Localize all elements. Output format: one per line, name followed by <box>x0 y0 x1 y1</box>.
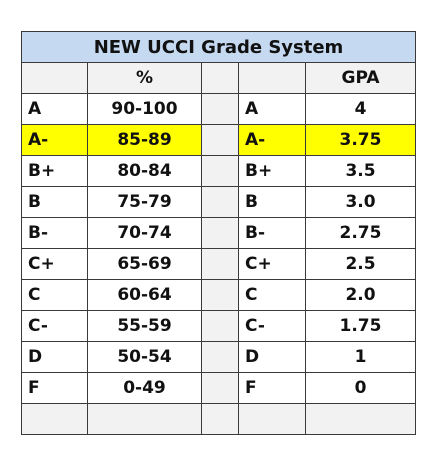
grade-cell: D <box>21 341 88 373</box>
table-row: B- 70-74 B- 2.75 <box>21 217 416 249</box>
percent-cell: 80-84 <box>87 155 202 187</box>
spacer-cell <box>201 341 239 373</box>
header-grade-right <box>238 62 306 94</box>
gpa-cell: 4 <box>305 93 416 125</box>
spacer-cell <box>201 248 239 280</box>
spacer-cell <box>201 93 239 125</box>
spacer-cell <box>201 186 239 218</box>
spacer-cell <box>201 124 239 156</box>
percent-cell: 85-89 <box>87 124 202 156</box>
table-title: NEW UCCI Grade System <box>21 31 416 63</box>
grade-cell-right: A- <box>238 124 306 156</box>
header-spacer <box>201 62 239 94</box>
percent-cell: 65-69 <box>87 248 202 280</box>
percent-cell: 75-79 <box>87 186 202 218</box>
gpa-cell: 2.0 <box>305 279 416 311</box>
header-percent: % <box>87 62 202 94</box>
header-gpa: GPA <box>305 62 416 94</box>
empty-cell <box>21 403 88 435</box>
grade-cell-right: B+ <box>238 155 306 187</box>
gpa-cell: 1.75 <box>305 310 416 342</box>
header-grade-left <box>21 62 88 94</box>
grade-cell-right: D <box>238 341 306 373</box>
gpa-cell: 3.75 <box>305 124 416 156</box>
table-row: B+ 80-84 B+ 3.5 <box>21 155 416 187</box>
grade-cell: B- <box>21 217 88 249</box>
grade-cell: C- <box>21 310 88 342</box>
grade-cell-right: B <box>238 186 306 218</box>
table-row: D 50-54 D 1 <box>21 341 416 373</box>
percent-cell: 90-100 <box>87 93 202 125</box>
percent-cell: 0-49 <box>87 372 202 404</box>
gpa-cell: 3.5 <box>305 155 416 187</box>
spacer-cell <box>201 372 239 404</box>
empty-cell <box>201 403 239 435</box>
spacer-cell <box>201 155 239 187</box>
gpa-cell: 1 <box>305 341 416 373</box>
spacer-cell <box>201 310 239 342</box>
grade-cell-right: A <box>238 93 306 125</box>
gpa-cell: 2.75 <box>305 217 416 249</box>
grade-system-table: NEW UCCI Grade System % GPA A 90-100 A 4… <box>21 31 416 435</box>
gpa-cell: 2.5 <box>305 248 416 280</box>
grade-cell: F <box>21 372 88 404</box>
table-row-highlighted: A- 85-89 A- 3.75 <box>21 124 416 156</box>
grade-cell: B <box>21 186 88 218</box>
grade-cell-right: C- <box>238 310 306 342</box>
header-row: % GPA <box>21 62 416 94</box>
table-row: B 75-79 B 3.0 <box>21 186 416 218</box>
empty-cell <box>238 403 306 435</box>
table-row: F 0-49 F 0 <box>21 372 416 404</box>
grade-cell-right: C+ <box>238 248 306 280</box>
table-row: C- 55-59 C- 1.75 <box>21 310 416 342</box>
grade-cell: C+ <box>21 248 88 280</box>
grade-cell: A- <box>21 124 88 156</box>
spacer-cell <box>201 279 239 311</box>
grade-cell-right: B- <box>238 217 306 249</box>
gpa-cell: 3.0 <box>305 186 416 218</box>
grade-cell: A <box>21 93 88 125</box>
percent-cell: 50-54 <box>87 341 202 373</box>
table-row: A 90-100 A 4 <box>21 93 416 125</box>
title-row: NEW UCCI Grade System <box>21 31 416 63</box>
spacer-cell <box>201 217 239 249</box>
gpa-cell: 0 <box>305 372 416 404</box>
empty-cell <box>305 403 416 435</box>
empty-row <box>21 403 416 435</box>
percent-cell: 55-59 <box>87 310 202 342</box>
grade-cell-right: C <box>238 279 306 311</box>
percent-cell: 70-74 <box>87 217 202 249</box>
grade-cell-right: F <box>238 372 306 404</box>
grade-cell: C <box>21 279 88 311</box>
table-row: C 60-64 C 2.0 <box>21 279 416 311</box>
empty-cell <box>87 403 202 435</box>
grade-cell: B+ <box>21 155 88 187</box>
table-row: C+ 65-69 C+ 2.5 <box>21 248 416 280</box>
percent-cell: 60-64 <box>87 279 202 311</box>
